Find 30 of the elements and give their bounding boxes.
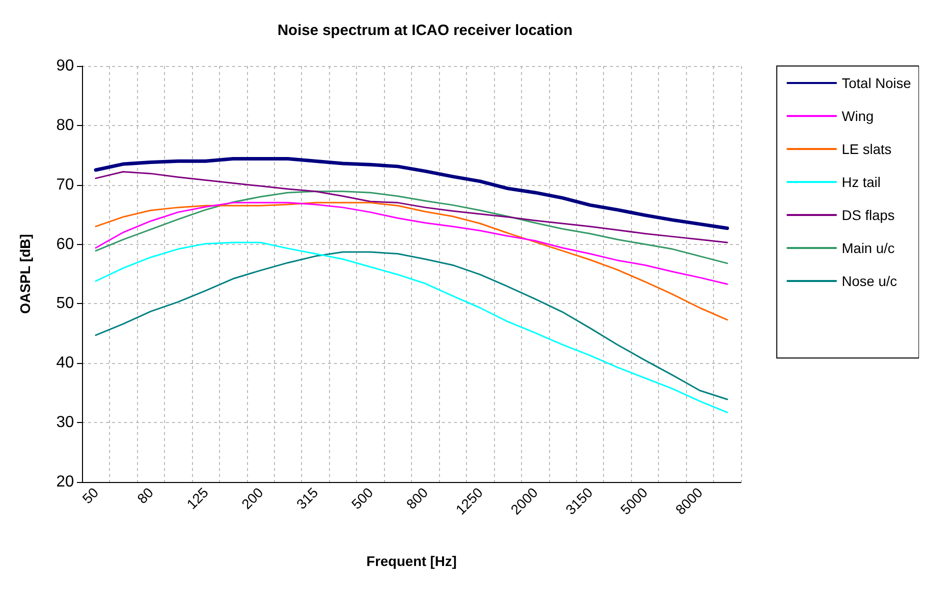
- y-tick-label: 30: [56, 414, 74, 432]
- line-series: [94, 190, 728, 264]
- y-tick-label: 40: [56, 354, 74, 372]
- y-tick-label: 60: [56, 236, 74, 253]
- x-tick-label: 80: [134, 484, 156, 507]
- y-tick-label: 20: [56, 474, 74, 490]
- y-tick-label: 70: [56, 176, 74, 194]
- y-tick-label: 80: [56, 116, 74, 134]
- y-tick-label: 90: [56, 58, 74, 74]
- x-tick-label: 200: [238, 484, 266, 512]
- line-series: [94, 156, 730, 230]
- line-series: [94, 202, 728, 321]
- legend-label: Wing: [842, 108, 874, 124]
- legend-label: Nose u/c: [842, 273, 897, 289]
- line-series: [94, 171, 728, 244]
- x-tick-label: 125: [183, 484, 212, 512]
- y-tick-label: 50: [56, 295, 74, 312]
- x-axis-title: Frequent [Hz]: [366, 553, 457, 569]
- legend-label: LE slats: [842, 141, 892, 157]
- legend-label: Main u/c: [842, 240, 895, 256]
- x-tick-label: 800: [403, 484, 432, 512]
- x-tick-label: 50: [79, 484, 102, 507]
- chart-title: Noise spectrum at ICAO receiver location: [277, 22, 573, 39]
- line-series: [94, 202, 728, 285]
- x-tick-label: 315: [293, 484, 322, 512]
- legend-label: Total Noise: [842, 75, 912, 91]
- y-axis-title: OASPL [dB]: [17, 234, 33, 314]
- legend-label: Hz tail: [842, 174, 881, 190]
- legend-label: DS flaps: [842, 207, 895, 223]
- x-tick-label: 500: [348, 484, 376, 512]
